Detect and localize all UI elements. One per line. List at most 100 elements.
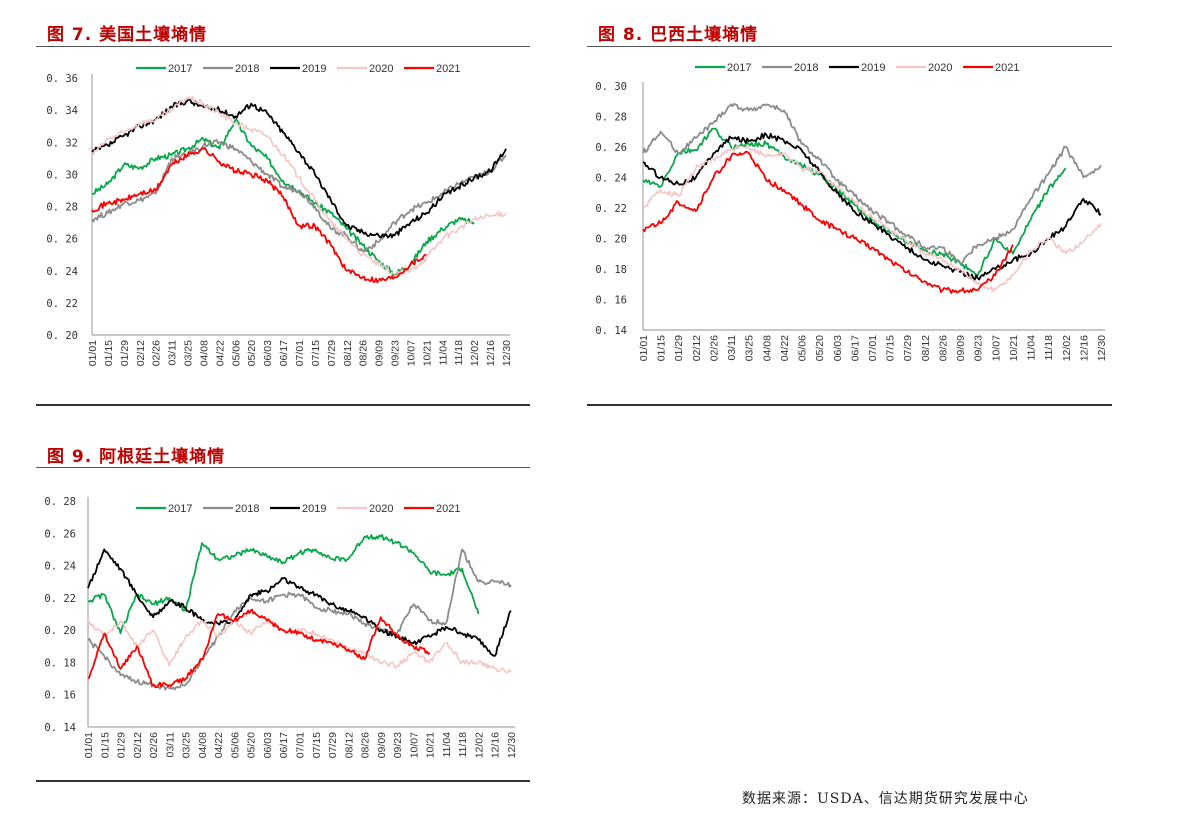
x-tick-label: 10/07 [408, 732, 420, 758]
series-line-2018 [642, 102, 1102, 265]
x-tick-label: 11/18 [453, 340, 465, 366]
x-tick-label: 05/20 [246, 732, 258, 758]
x-tick-label: 02/12 [135, 340, 147, 366]
x-tick-label: 07/15 [311, 732, 323, 758]
fig8-bottom-rule [587, 404, 1112, 406]
legend-label-2018: 2018 [794, 62, 818, 74]
y-tick-label: 0. 26 [46, 234, 78, 246]
series-line-2020 [91, 95, 507, 276]
legend-label-2017: 2017 [727, 62, 751, 74]
x-tick-label: 01/29 [119, 340, 131, 366]
x-tick-label: 05/06 [230, 340, 242, 366]
x-tick-label: 12/02 [1061, 335, 1073, 361]
x-tick-label: 12/16 [485, 340, 497, 366]
series-line-2021 [91, 146, 427, 284]
y-tick-label: 0. 20 [595, 234, 627, 246]
x-tick-label: 03/11 [726, 335, 738, 361]
x-tick-label: 06/03 [832, 335, 844, 361]
fig9-chart: 0. 14 0. 16 0. 18 0. 20 0. 22 0. 24 0. 26 0. 28… [44, 496, 518, 758]
legend-label-2019: 2019 [302, 503, 326, 515]
x-tick-label: 10/07 [405, 340, 417, 366]
x-tick-label: 01/29 [673, 335, 685, 361]
x-tick-label: 01/29 [116, 732, 128, 758]
fig7-title-rule [36, 46, 530, 47]
x-tick-label: 03/25 [181, 732, 193, 758]
x-tick-label: 06/03 [262, 732, 274, 758]
x-tick-label: 01/01 [83, 732, 95, 758]
x-tick-label: 04/08 [198, 340, 210, 366]
fig8-title-rule [587, 46, 1112, 47]
fig7-bottom-rule [36, 404, 530, 406]
x-tick-label: 09/09 [374, 340, 386, 366]
y-tick-label: 0. 22 [44, 593, 76, 605]
x-tick-label: 05/20 [814, 335, 826, 361]
legend-label-2020: 2020 [369, 63, 393, 75]
x-tick-label: 09/09 [376, 732, 388, 758]
y-tick-label: 0. 26 [44, 528, 76, 540]
y-tick-label: 0. 30 [595, 81, 627, 93]
y-tick-label: 0. 36 [46, 73, 78, 85]
x-tick-label: 12/02 [469, 340, 481, 366]
fig7-title: 图 7. 美国土壤墒情 [47, 25, 208, 45]
x-tick-label: 06/03 [262, 340, 274, 366]
x-tick-label: 09/09 [955, 335, 967, 361]
y-tick-label: 0. 26 [595, 142, 627, 154]
x-tick-label: 02/12 [691, 335, 703, 361]
series-line-2017 [87, 533, 480, 635]
x-tick-label: 12/30 [506, 732, 518, 758]
series-line-2019 [642, 132, 1102, 281]
x-tick-label: 01/01 [87, 340, 99, 366]
series-line-2018 [91, 139, 507, 253]
source-note: 数据来源：USDA、信达期货研究发展中心 [742, 791, 1029, 807]
x-tick-label: 04/22 [779, 335, 791, 361]
y-tick-label: 0. 24 [44, 561, 76, 573]
series-line-2019 [87, 548, 512, 657]
x-tick-label: 01/01 [638, 335, 650, 361]
legend-label-2020: 2020 [369, 503, 393, 515]
x-tick-label: 08/26 [937, 335, 949, 361]
x-tick-label: 08/12 [920, 335, 932, 361]
x-tick-label: 05/06 [229, 732, 241, 758]
y-tick-label: 0. 20 [46, 330, 78, 342]
x-tick-label: 11/18 [457, 732, 469, 758]
x-tick-label: 08/12 [342, 340, 354, 366]
x-tick-label: 02/26 [151, 340, 163, 366]
x-tick-label: 10/07 [990, 335, 1002, 361]
y-tick-label: 0. 28 [46, 202, 78, 214]
x-tick-label: 03/25 [744, 335, 756, 361]
legend-label-2021: 2021 [436, 63, 460, 75]
x-tick-label: 04/08 [197, 732, 209, 758]
y-tick-label: 0. 24 [595, 173, 627, 185]
x-tick-label: 08/26 [358, 340, 370, 366]
legend-label-2018: 2018 [235, 63, 259, 75]
x-tick-label: 08/26 [360, 732, 372, 758]
y-tick-label: 0. 34 [46, 105, 78, 117]
x-tick-label: 03/25 [183, 340, 195, 366]
x-tick-label: 12/16 [490, 732, 502, 758]
legend-label-2019: 2019 [302, 63, 326, 75]
legend-label-2017: 2017 [168, 63, 192, 75]
x-tick-label: 07/01 [867, 335, 879, 361]
y-tick-label: 0. 30 [46, 169, 78, 181]
x-tick-label: 07/29 [327, 732, 339, 758]
fig9-bottom-rule [36, 780, 530, 782]
x-tick-label: 09/23 [392, 732, 404, 758]
x-tick-label: 03/11 [167, 340, 179, 366]
x-tick-label: 05/06 [797, 335, 809, 361]
fig8-title: 图 8. 巴西土壤墒情 [598, 25, 759, 45]
x-tick-label: 04/22 [213, 732, 225, 758]
x-tick-label: 11/04 [1026, 335, 1038, 361]
x-tick-label: 08/12 [343, 732, 355, 758]
x-tick-label: 04/08 [761, 335, 773, 361]
y-tick-label: 0. 16 [595, 295, 627, 307]
x-tick-label: 11/04 [441, 732, 453, 758]
y-tick-label: 0. 22 [46, 298, 78, 310]
x-tick-label: 01/15 [103, 340, 115, 366]
x-tick-label: 12/30 [501, 340, 513, 366]
y-tick-label: 0. 14 [595, 325, 627, 337]
legend-label-2021: 2021 [995, 62, 1019, 74]
x-tick-label: 02/26 [708, 335, 720, 361]
x-tick-label: 07/29 [902, 335, 914, 361]
legend-label-2021: 2021 [436, 503, 460, 515]
x-tick-label: 05/20 [246, 340, 258, 366]
